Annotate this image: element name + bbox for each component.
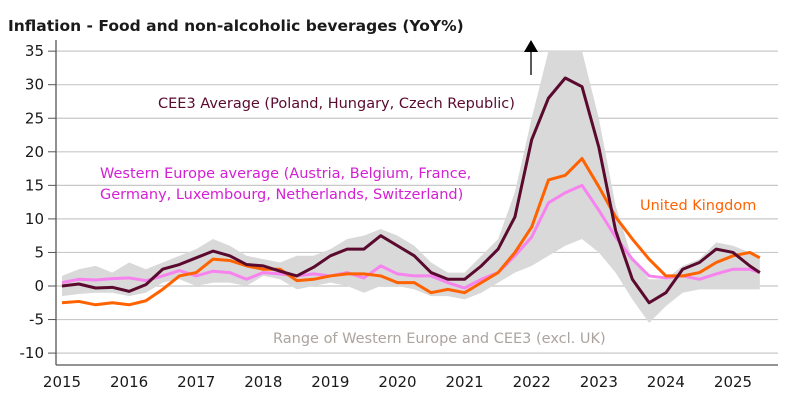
gridlines — [56, 50, 778, 354]
x-tick-label: 2022 — [513, 373, 551, 391]
x-tick-label: 2015 — [43, 373, 81, 391]
y-tick-label: -10 — [20, 344, 45, 362]
x-tick-label: 2020 — [378, 373, 416, 391]
y-tick-label: -5 — [29, 311, 44, 329]
x-tick-label: 2025 — [714, 373, 752, 391]
y-tick-label: 35 — [25, 42, 44, 60]
series-lines — [61, 76, 761, 307]
range-band-area — [62, 51, 760, 323]
x-axis-ticks: 2015 2016 2017 2018 2019 2020 2021 2022 2023 2024… — [43, 373, 752, 391]
x-tick-label: 2019 — [311, 373, 349, 391]
up-arrow-icon — [524, 40, 538, 75]
x-tick-label: 2017 — [177, 373, 215, 391]
chart-title: Inflation - Food and non-alcoholic bever… — [8, 17, 464, 35]
y-tick-label: 5 — [34, 243, 44, 261]
x-tick-label: 2021 — [446, 373, 484, 391]
range-band — [62, 51, 760, 323]
y-tick-label: 15 — [25, 176, 44, 194]
y-tick-label: 10 — [25, 210, 44, 228]
x-tick-label: 2016 — [110, 373, 148, 391]
axes — [55, 40, 778, 366]
x-tick-label: 2023 — [580, 373, 618, 391]
x-tick-label: 2018 — [244, 373, 282, 391]
western-europe-series-label: Western Europe average (Austria, Belgium… — [100, 166, 471, 182]
y-tick-label: 0 — [34, 277, 44, 295]
y-tick-label: 30 — [25, 76, 44, 94]
series-line-2 — [61, 76, 761, 305]
series-line-0 — [61, 183, 761, 290]
range-band-label: Range of Western Europe and CEE3 (excl. … — [273, 331, 606, 347]
cee3-series-label: CEE3 Average (Poland, Hungary, Czech Rep… — [158, 96, 515, 112]
series-line-1 — [61, 157, 761, 307]
x-tick-label: 2024 — [647, 373, 685, 391]
uk-series-label: United Kingdom — [640, 198, 756, 214]
western-europe-series-label-line2: Germany, Luxembourg, Netherlands, Switze… — [100, 187, 463, 203]
y-tick-label: 25 — [25, 109, 44, 127]
y-tick-label: 20 — [25, 143, 44, 161]
y-axis-ticks: 35 30 25 20 15 10 5 0 -5 -10 — [20, 42, 56, 362]
